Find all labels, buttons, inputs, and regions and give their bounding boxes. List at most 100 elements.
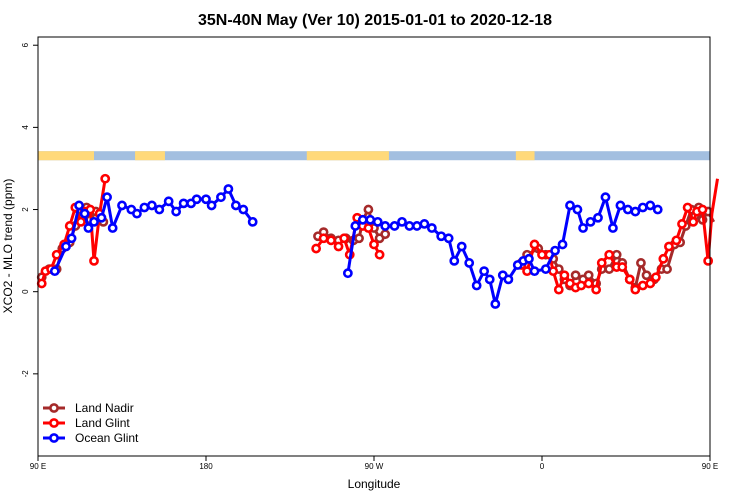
y-tick-label: 0 bbox=[21, 289, 30, 294]
y-axis-label: XCO2 - MLO trend (ppm) bbox=[1, 179, 15, 314]
data-point bbox=[604, 249, 615, 260]
data-point bbox=[449, 255, 460, 266]
data-point bbox=[412, 221, 422, 231]
data-point bbox=[311, 243, 322, 254]
data-point bbox=[591, 284, 602, 295]
legend-label: Ocean Glint bbox=[75, 431, 139, 445]
data-point bbox=[585, 216, 596, 227]
data-point bbox=[357, 214, 368, 225]
data-point bbox=[64, 221, 75, 231]
data-point bbox=[374, 249, 385, 260]
data-point bbox=[677, 219, 687, 229]
data-point bbox=[583, 278, 594, 289]
land-segment bbox=[135, 151, 165, 161]
data-point bbox=[471, 280, 482, 291]
data-point bbox=[223, 184, 234, 194]
data-point bbox=[484, 274, 495, 285]
data-point bbox=[604, 264, 615, 274]
data-point bbox=[570, 270, 581, 281]
data-point bbox=[326, 235, 336, 246]
chart-title: 35N-40N May (Ver 10) 2015-01-01 to 2020-… bbox=[198, 12, 552, 29]
data-point bbox=[230, 200, 241, 211]
data-point bbox=[139, 202, 150, 213]
data-point bbox=[565, 200, 575, 211]
data-point bbox=[611, 249, 622, 260]
data-point bbox=[163, 196, 174, 207]
data-point bbox=[247, 216, 258, 227]
data-point bbox=[363, 223, 374, 233]
data-point bbox=[216, 192, 226, 203]
data-point bbox=[553, 284, 564, 295]
data-point bbox=[117, 200, 127, 211]
data-point bbox=[83, 223, 94, 233]
data-point bbox=[201, 194, 211, 205]
data-point bbox=[350, 221, 361, 231]
legend-label: Land Nadir bbox=[75, 401, 134, 415]
y-tick-label: 4 bbox=[21, 125, 30, 130]
data-point bbox=[490, 299, 501, 309]
data-point bbox=[238, 204, 249, 215]
data-point bbox=[688, 216, 699, 227]
data-point bbox=[617, 262, 628, 272]
land-segment bbox=[306, 151, 389, 161]
data-point bbox=[380, 229, 391, 240]
data-point bbox=[397, 216, 407, 227]
data-point bbox=[529, 266, 540, 277]
data-point bbox=[206, 200, 217, 211]
data-point bbox=[436, 231, 447, 242]
data-point bbox=[363, 204, 374, 215]
data-point bbox=[171, 206, 182, 217]
data-point bbox=[443, 233, 454, 244]
data-point bbox=[583, 270, 594, 281]
data-point bbox=[615, 200, 626, 211]
x-axis: 90 E 180 90 W 0 90 E bbox=[30, 456, 718, 471]
series-ocean-glint bbox=[49, 184, 663, 309]
data-point bbox=[522, 266, 532, 277]
data-point bbox=[645, 278, 656, 289]
data-point bbox=[107, 223, 118, 233]
series-land-glint bbox=[36, 173, 719, 295]
series-layer bbox=[36, 173, 719, 309]
data-point bbox=[503, 274, 514, 285]
data-point bbox=[703, 255, 714, 266]
data-point bbox=[636, 258, 646, 268]
data-point bbox=[652, 204, 663, 215]
x-axis-label: Longitude bbox=[348, 477, 401, 491]
data-point bbox=[630, 284, 641, 295]
data-point bbox=[342, 268, 353, 279]
x-tick-label: 90 E bbox=[30, 462, 46, 471]
data-point bbox=[76, 216, 86, 227]
data-point bbox=[191, 194, 202, 205]
data-point bbox=[641, 270, 652, 281]
land-segment bbox=[515, 151, 535, 161]
data-point bbox=[682, 202, 693, 213]
data-point bbox=[550, 245, 560, 256]
data-point bbox=[419, 219, 430, 229]
data-point bbox=[426, 223, 437, 233]
data-point bbox=[596, 258, 607, 268]
y-tick-label: 2 bbox=[21, 207, 30, 212]
data-point bbox=[333, 241, 344, 252]
data-point bbox=[96, 212, 107, 223]
data-point bbox=[51, 249, 62, 260]
data-point bbox=[645, 200, 656, 211]
y-axis: -2 0 2 4 6 bbox=[21, 42, 38, 377]
data-point bbox=[369, 239, 379, 250]
data-point bbox=[464, 258, 475, 268]
y-tick-label: -2 bbox=[21, 370, 30, 378]
legend-marker bbox=[49, 403, 59, 413]
x-tick-label: 90 E bbox=[702, 462, 718, 471]
data-point bbox=[548, 266, 559, 277]
land-segment bbox=[38, 151, 94, 161]
data-point bbox=[479, 266, 490, 277]
data-point bbox=[630, 206, 641, 217]
data-point bbox=[49, 266, 60, 277]
data-point bbox=[146, 200, 157, 211]
data-point bbox=[540, 264, 551, 274]
data-point bbox=[608, 223, 618, 233]
data-point bbox=[559, 270, 570, 281]
data-point bbox=[658, 253, 669, 264]
data-point bbox=[154, 204, 165, 215]
